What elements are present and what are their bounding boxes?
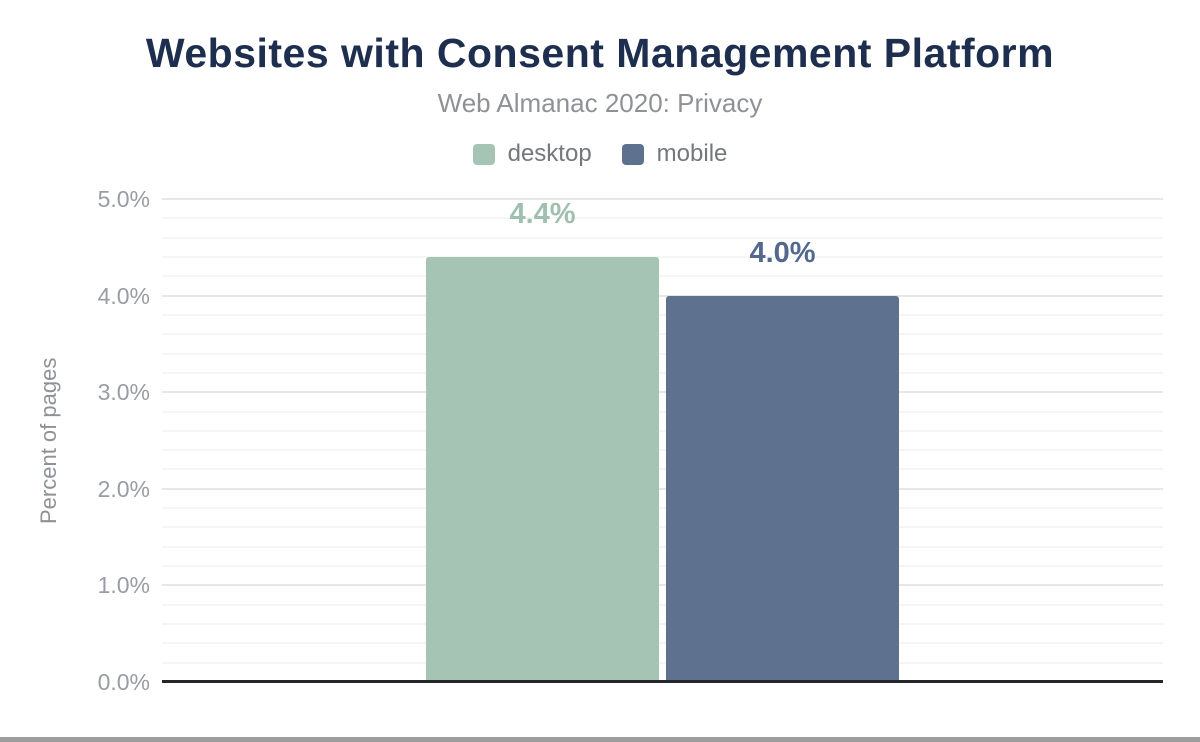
- legend-label-desktop: desktop: [507, 140, 592, 167]
- legend-item-mobile[interactable]: mobile: [621, 140, 728, 168]
- plot-area: 4.4% 4.0%: [162, 197, 1163, 683]
- gridline-major: [162, 198, 1163, 200]
- bar-value-label-mobile: 4.0%: [749, 236, 816, 269]
- gridline-minor: [162, 236, 1163, 239]
- gridline-minor: [162, 507, 1163, 510]
- y-axis-ticks: 0.0% 1.0% 2.0% 3.0% 4.0% 5.0%: [0, 186, 150, 695]
- gridline-minor: [162, 603, 1163, 606]
- legend-item-desktop[interactable]: desktop: [472, 140, 592, 168]
- gridline-minor: [162, 565, 1163, 568]
- gridline-major: [162, 584, 1163, 587]
- x-axis-line: [162, 680, 1163, 683]
- bar-mobile[interactable]: [666, 295, 899, 682]
- y-tick-label: 3.0%: [97, 379, 150, 406]
- y-tick-label: 2.0%: [97, 475, 150, 502]
- gridline-minor: [162, 313, 1163, 316]
- bar-desktop[interactable]: [426, 256, 659, 682]
- y-tick-label: 0.0%: [97, 669, 150, 695]
- gridline-minor: [162, 468, 1163, 471]
- chart-subtitle: Web Almanac 2020: Privacy: [437, 88, 763, 118]
- gridline-major: [162, 391, 1163, 394]
- gridline-minor: [162, 371, 1163, 374]
- gridline-minor: [162, 623, 1163, 626]
- bar-value-label-desktop: 4.4%: [509, 197, 576, 230]
- gridline-minor: [162, 333, 1163, 336]
- gridline-major: [162, 487, 1163, 490]
- gridline-minor: [162, 275, 1163, 278]
- gridline-major: [162, 294, 1163, 297]
- y-tick-label: 1.0%: [97, 572, 150, 599]
- gridline-minor: [162, 217, 1163, 220]
- desktop-swatch-icon: [472, 143, 495, 165]
- y-tick-label: 5.0%: [97, 186, 150, 212]
- bottom-divider: [0, 737, 1200, 742]
- gridline-minor: [162, 352, 1163, 355]
- legend-label-mobile: mobile: [656, 140, 728, 167]
- gridline-minor: [162, 449, 1163, 452]
- chart-title: Websites with Consent Management Platfor…: [145, 30, 1055, 76]
- mobile-swatch-icon: [621, 143, 644, 165]
- gridline-minor: [162, 429, 1163, 432]
- y-tick-label: 4.0%: [97, 282, 150, 309]
- gridline-minor: [162, 410, 1163, 413]
- chart-legend: desktop mobile: [0, 140, 1200, 168]
- gridline-minor: [162, 545, 1163, 548]
- gridline-minor: [162, 661, 1163, 664]
- gridline-minor: [162, 255, 1163, 258]
- gridline-minor: [162, 642, 1163, 645]
- gridline-minor: [162, 526, 1163, 529]
